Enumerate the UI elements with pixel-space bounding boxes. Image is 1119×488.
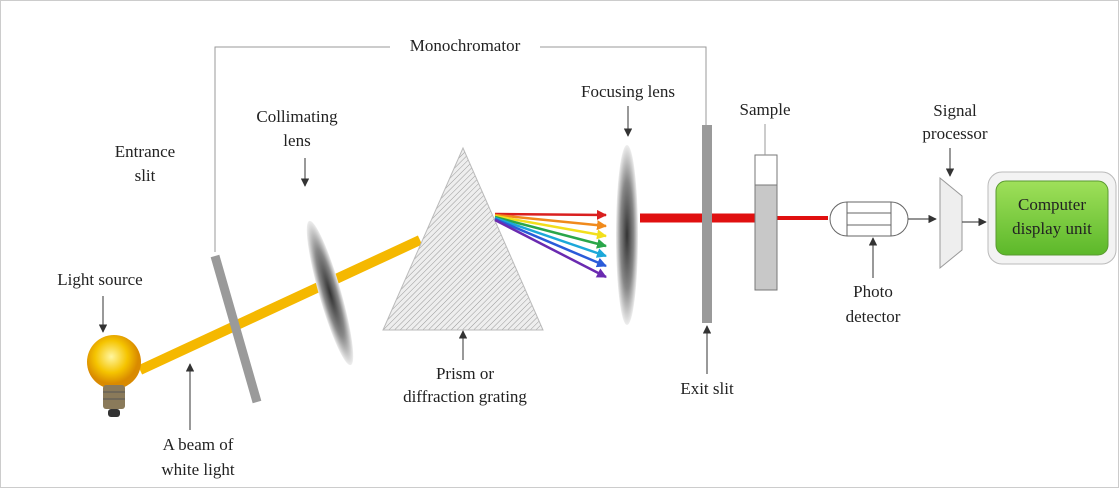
prism — [382, 146, 544, 331]
label: A beam of — [163, 435, 234, 454]
collimating-lens — [306, 220, 354, 366]
bracket — [540, 46, 707, 125]
label: lens — [283, 131, 310, 150]
label: Entrance — [115, 142, 175, 161]
label: Signal — [933, 101, 977, 120]
label: slit — [135, 166, 156, 185]
label: Computer — [1018, 195, 1086, 214]
label: Light source — [57, 270, 142, 289]
label: Exit slit — [680, 379, 734, 398]
label: Sample — [740, 100, 791, 119]
label: white light — [161, 460, 234, 479]
light-bulb — [87, 335, 141, 417]
label: Monochromator — [410, 36, 521, 55]
label: Prism or — [436, 364, 494, 383]
label: detector — [846, 307, 901, 326]
label: processor — [922, 124, 987, 143]
white-beam — [137, 235, 423, 375]
sample-top — [754, 154, 778, 186]
label: Photo — [853, 282, 893, 301]
photo-detector — [829, 201, 909, 237]
display — [995, 180, 1109, 256]
focusing-lens — [616, 145, 638, 325]
label: Focusing lens — [581, 82, 675, 101]
label: diffraction grating — [403, 387, 527, 406]
label: Collimating — [256, 107, 338, 126]
bracket — [214, 46, 390, 252]
signal-processor — [939, 176, 963, 270]
spectrum — [494, 209, 607, 279]
entrance-slit — [210, 254, 262, 404]
label: display unit — [1012, 219, 1092, 238]
exit-slit — [702, 125, 712, 323]
